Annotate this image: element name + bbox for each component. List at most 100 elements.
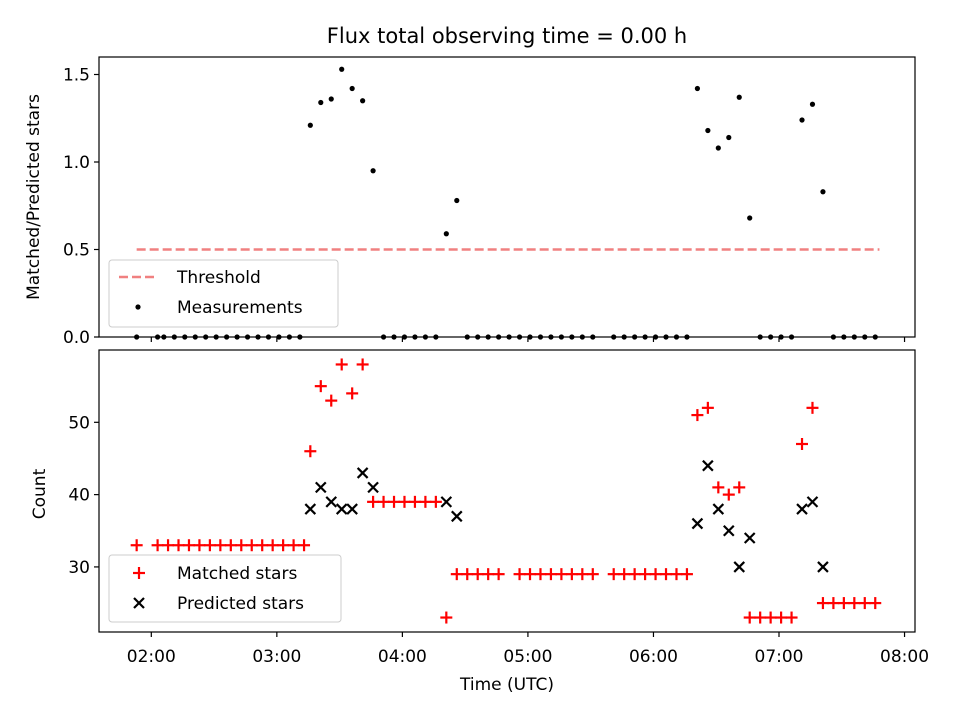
matched-star-point — [224, 539, 237, 552]
predicted-star-point — [367, 481, 379, 494]
matched-star-point — [314, 380, 327, 393]
x-tick-label: 05:00 — [503, 647, 552, 667]
matched-star-point — [235, 539, 248, 552]
matched-star-point — [701, 401, 714, 414]
top-legend-frame — [108, 259, 339, 328]
matched-star-point — [130, 539, 143, 552]
bottom-y-tick-label: 40 — [68, 486, 90, 506]
matched-star-point — [816, 597, 829, 610]
matched-star-point — [193, 539, 206, 552]
measurement-point — [705, 127, 711, 134]
matched-star-point — [419, 495, 432, 508]
matched-star-point — [214, 539, 227, 552]
measurement-point — [370, 168, 376, 174]
matched-star-point — [266, 539, 279, 552]
predicted-star-point — [806, 496, 819, 508]
matched-star-point — [691, 409, 704, 422]
predicted-star-point — [733, 561, 746, 573]
matched-star-point — [277, 539, 290, 552]
top-legend: Threshold Measurements — [108, 259, 339, 328]
matched-star-point — [151, 539, 164, 552]
top-y-tick-label: 0.5 — [63, 241, 90, 261]
x-tick-label: 02:00 — [127, 647, 176, 667]
chart-title: Flux total observing time = 0.00 h — [327, 24, 687, 48]
matched-star-point — [837, 597, 850, 610]
bottom-legend-frame — [108, 554, 342, 623]
matched-star-point — [775, 611, 788, 624]
predicted-star-point — [723, 524, 735, 537]
matched-star-point — [649, 568, 662, 581]
bottom-plot-area: Matched stars Predicted stars 30 40 50 02:00 0… — [68, 349, 929, 667]
matched-star-point — [162, 539, 175, 552]
measurement-point — [443, 231, 449, 237]
predicted-star-point — [451, 510, 463, 523]
predicted-star-point — [691, 517, 704, 530]
bottom-legend: Matched stars Predicted stars — [108, 554, 342, 623]
matched-star-point — [534, 568, 547, 581]
predicted-star-point — [356, 467, 369, 479]
matched-star-point — [680, 568, 693, 581]
predicted-star-point — [712, 503, 725, 515]
legend-predicted-label: Predicted stars — [177, 594, 304, 614]
measurement-point — [307, 122, 313, 128]
top-y-axis-label: Matched/Predicted stars — [24, 94, 44, 300]
matched-star-point — [450, 568, 463, 581]
bottom-y-tick-label: 30 — [68, 558, 90, 578]
measurement-point — [694, 85, 701, 92]
matched-star-point — [618, 568, 631, 581]
matched-star-point — [796, 438, 809, 450]
measurement-point — [454, 197, 460, 204]
matched-star-point — [471, 568, 484, 581]
matched-star-point — [586, 568, 599, 581]
top-y-tick-label: 0.0 — [63, 328, 90, 348]
matched-star-point — [440, 611, 453, 624]
measurement-point — [339, 66, 345, 72]
legend-measurements-swatch — [135, 304, 141, 310]
top-plot-frame — [98, 56, 916, 338]
matched-star-point — [733, 481, 746, 494]
matched-star-point — [785, 611, 798, 624]
matched-star-point — [722, 488, 735, 501]
matched-star-point — [743, 611, 756, 624]
matched-star-point — [492, 568, 505, 581]
measurement-point — [820, 189, 826, 195]
predicted-star-point — [817, 561, 829, 573]
matched-star-point — [335, 358, 348, 371]
measurement-point — [809, 101, 816, 107]
predicted-star-point — [304, 503, 317, 515]
matched-star-point — [304, 445, 317, 458]
matched-star-point — [388, 495, 401, 508]
predicted-star-point — [335, 503, 348, 515]
matched-star-point — [628, 568, 641, 581]
predicted-star-point — [796, 503, 808, 515]
measurement-point — [747, 215, 753, 221]
matched-star-point — [848, 597, 861, 610]
matched-star-point — [203, 539, 216, 552]
top-y-tick-label: 1.0 — [63, 153, 90, 173]
matched-star-point — [367, 495, 380, 508]
x-axis-label: Time (UTC) — [459, 675, 554, 695]
predicted-star-point — [440, 496, 453, 508]
measurement-point — [349, 85, 355, 92]
x-tick-label: 07:00 — [755, 647, 804, 667]
legend-matched-label: Matched stars — [177, 564, 297, 584]
matched-star-point — [245, 539, 258, 552]
measurement-point — [328, 96, 334, 102]
measurement-point — [715, 145, 721, 151]
matched-star-point — [544, 568, 557, 581]
matched-star-point — [712, 481, 725, 494]
matched-star-point — [764, 611, 777, 624]
matched-star-point — [298, 539, 311, 552]
measurement-point — [318, 99, 324, 106]
matched-star-point — [461, 568, 474, 581]
predicted-star-point — [743, 532, 756, 544]
matched-star-point — [607, 568, 620, 581]
matched-star-point — [429, 495, 442, 508]
top-y-tick-label: 1.5 — [63, 66, 90, 86]
matched-star-point — [172, 539, 185, 552]
matched-star-point — [524, 568, 537, 581]
matched-star-point — [565, 568, 578, 581]
matched-star-point — [806, 401, 819, 414]
matched-star-point — [182, 539, 195, 552]
